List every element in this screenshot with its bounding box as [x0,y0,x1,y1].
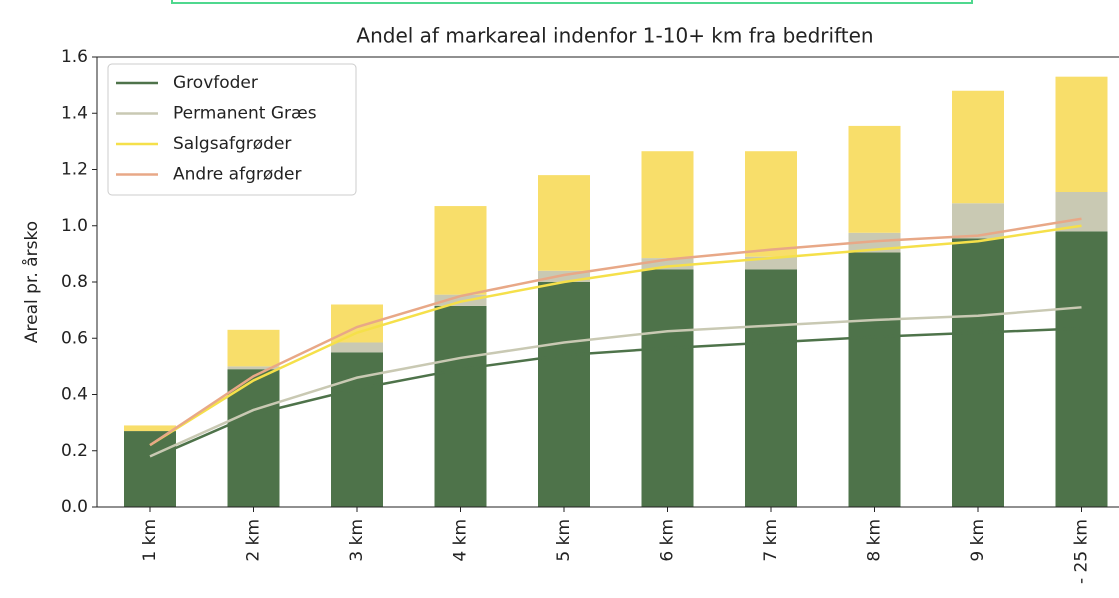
line [149,224,1082,447]
legend-label: Andre afgrøder [173,165,302,185]
line [149,327,1082,461]
bar-segment [434,294,487,306]
y-tick-label: 1.2 [61,160,88,180]
x-tick-label: 9 km [968,519,988,562]
bar-segment [538,175,590,271]
legend-label: Permanent Græs [173,104,317,124]
y-axis-label: Areal pr. årsko [21,221,42,343]
y-tick-label: 0.0 [61,497,88,517]
bar-segment [952,90,1004,204]
y-tick-label: 1.0 [61,216,88,236]
bar-segment [952,238,1004,507]
bar-segment [227,329,280,367]
line [149,306,1082,458]
bar-segment [124,425,176,432]
x-tick-label: 2 km [244,519,264,562]
x-tick-label: 7 km [761,519,781,562]
bar-segment [434,305,487,507]
x-tick-label: 5 km [554,519,574,562]
bar-segment [641,151,694,259]
top-frame [171,0,973,4]
bar-segment [848,125,901,233]
y-tick-label: 0.2 [61,441,88,461]
bar-segment [227,366,280,370]
y-tick-label: 1.6 [61,47,88,67]
bar-segment [538,270,590,282]
bar-segment [124,431,176,507]
bar-segment [1055,231,1108,507]
line [149,217,1082,447]
chart-title: Andel af markareal indenfor 1-10+ km fra… [356,24,873,48]
x-tick-label: 4 km [451,519,471,562]
bar-segment [1055,76,1108,192]
y-tick-label: 0.8 [61,272,88,292]
bar-segment [848,252,901,507]
legend-box [107,63,357,196]
x-tick-label: 8 km [865,519,885,562]
x-tick-label: 6 km [658,519,678,562]
bar-segment [331,352,383,507]
y-tick-label: 1.4 [61,103,88,123]
bar-segment [434,206,487,295]
bar-segment [538,282,590,507]
bar-segment [641,258,694,270]
bar-segment [1055,192,1108,232]
x-tick-label: 3 km [347,519,367,562]
x-tick-label: 1 km [140,519,160,562]
x-tick-label: - 25 km [1072,519,1092,584]
bar-segment [745,151,797,257]
legend-label: Salgsafgrøder [173,134,291,154]
bar-segment [641,269,694,507]
y-tick-label: 0.4 [61,385,88,405]
bar-segment [331,342,383,353]
bar-segment [227,369,280,507]
legend-label: Grovfoder [173,73,258,93]
bar-segment [745,269,797,507]
y-tick-label: 0.6 [61,328,88,348]
